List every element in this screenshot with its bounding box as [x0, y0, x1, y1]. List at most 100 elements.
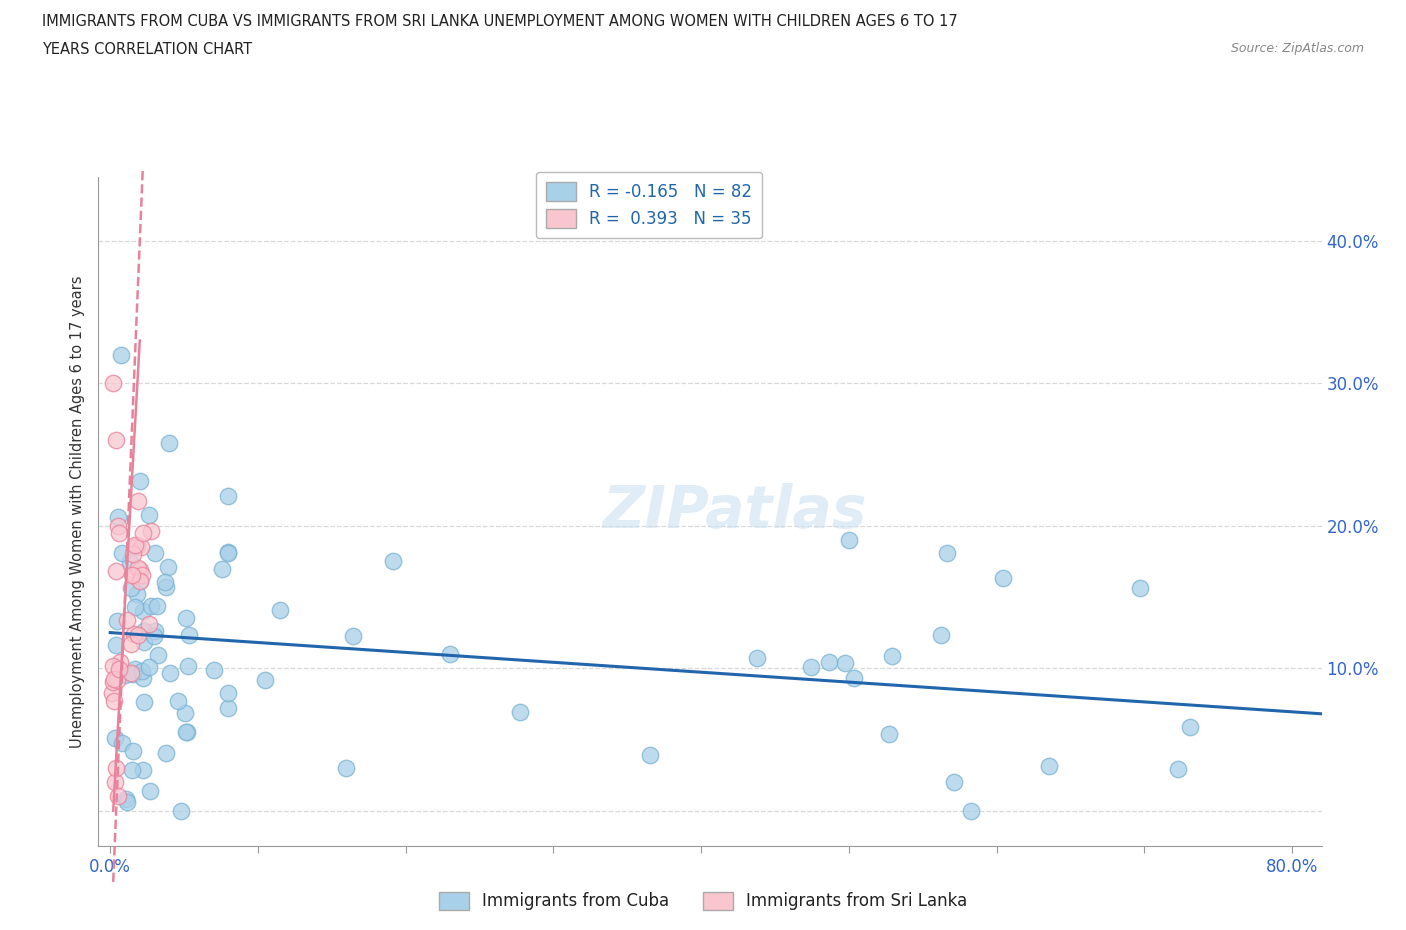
- Point: [120, 665, 142, 680]
- Point: [141, 524, 163, 538]
- Point: [131, 539, 153, 554]
- Point: [125, 538, 148, 553]
- Point: [138, 508, 160, 523]
- Point: [959, 804, 981, 818]
- Point: [177, 658, 200, 673]
- Point: [132, 525, 155, 540]
- Point: [120, 580, 142, 595]
- Point: [176, 725, 198, 740]
- Point: [155, 580, 177, 595]
- Point: [818, 654, 841, 669]
- Point: [107, 789, 129, 804]
- Point: [217, 544, 239, 559]
- Point: [217, 685, 239, 700]
- Point: [838, 533, 860, 548]
- Point: [1129, 580, 1152, 595]
- Point: [103, 376, 125, 391]
- Point: [129, 473, 152, 488]
- Point: [132, 671, 155, 685]
- Point: [104, 637, 127, 652]
- Point: [269, 602, 291, 617]
- Point: [800, 659, 823, 674]
- Point: [124, 600, 146, 615]
- Point: [120, 636, 142, 651]
- Point: [120, 555, 142, 570]
- Point: [131, 663, 153, 678]
- Point: [121, 568, 143, 583]
- Point: [382, 553, 405, 568]
- Point: [844, 671, 866, 685]
- Point: [879, 727, 901, 742]
- Point: [129, 563, 152, 578]
- Point: [747, 650, 769, 665]
- Point: [174, 610, 197, 625]
- Point: [104, 564, 127, 578]
- Point: [143, 546, 166, 561]
- Point: [114, 791, 136, 806]
- Text: YEARS CORRELATION CHART: YEARS CORRELATION CHART: [42, 42, 252, 57]
- Text: IMMIGRANTS FROM CUBA VS IMMIGRANTS FROM SRI LANKA UNEMPLOYMENT AMONG WOMEN WITH : IMMIGRANTS FROM CUBA VS IMMIGRANTS FROM …: [42, 14, 957, 29]
- Point: [138, 659, 160, 674]
- Point: [638, 747, 661, 762]
- Point: [211, 562, 233, 577]
- Point: [124, 661, 146, 676]
- Point: [155, 746, 177, 761]
- Point: [202, 663, 225, 678]
- Point: [128, 574, 150, 589]
- Text: Source: ZipAtlas.com: Source: ZipAtlas.com: [1230, 42, 1364, 55]
- Point: [217, 489, 239, 504]
- Point: [138, 617, 160, 631]
- Point: [103, 671, 125, 686]
- Point: [127, 494, 149, 509]
- Point: [1178, 720, 1201, 735]
- Point: [174, 706, 197, 721]
- Point: [105, 432, 128, 447]
- Point: [111, 546, 134, 561]
- Point: [142, 629, 165, 644]
- Point: [108, 525, 131, 540]
- Point: [254, 672, 277, 687]
- Point: [124, 538, 146, 552]
- Point: [217, 700, 239, 715]
- Point: [103, 694, 125, 709]
- Point: [122, 547, 145, 562]
- Point: [335, 761, 357, 776]
- Point: [139, 784, 162, 799]
- Point: [176, 724, 198, 739]
- Point: [146, 648, 169, 663]
- Point: [143, 624, 166, 639]
- Point: [117, 795, 139, 810]
- Point: [104, 730, 127, 745]
- Point: [132, 634, 155, 649]
- Point: [108, 655, 131, 670]
- Point: [159, 665, 181, 680]
- Point: [146, 599, 169, 614]
- Point: [929, 628, 952, 643]
- Point: [132, 604, 155, 618]
- Point: [509, 705, 531, 720]
- Point: [111, 735, 134, 750]
- Point: [134, 695, 156, 710]
- Point: [991, 570, 1014, 585]
- Point: [110, 347, 132, 362]
- Point: [157, 435, 180, 450]
- Point: [108, 662, 131, 677]
- Point: [128, 574, 150, 589]
- Legend: Immigrants from Cuba, Immigrants from Sri Lanka: Immigrants from Cuba, Immigrants from Sr…: [432, 885, 974, 917]
- Point: [101, 685, 124, 700]
- Point: [104, 775, 127, 790]
- Text: ZIPatlas: ZIPatlas: [602, 483, 866, 540]
- Point: [131, 568, 153, 583]
- Point: [342, 628, 364, 643]
- Point: [107, 510, 129, 525]
- Point: [943, 775, 966, 790]
- Point: [1038, 759, 1060, 774]
- Point: [217, 545, 239, 560]
- Point: [935, 546, 957, 561]
- Point: [101, 675, 124, 690]
- Legend: R = -0.165   N = 82, R =  0.393   N = 35: R = -0.165 N = 82, R = 0.393 N = 35: [536, 172, 762, 238]
- Point: [105, 672, 128, 687]
- Point: [439, 646, 461, 661]
- Point: [127, 561, 149, 576]
- Point: [124, 569, 146, 584]
